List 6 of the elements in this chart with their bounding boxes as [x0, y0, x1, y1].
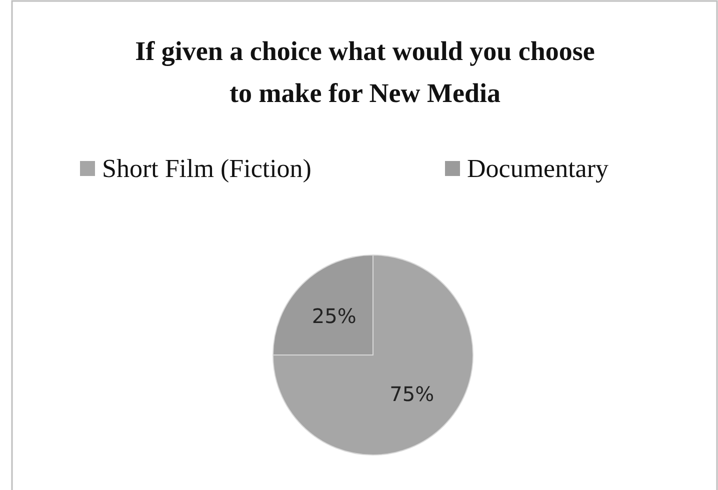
- pie-slice: [272, 254, 474, 456]
- legend-label: Documentary: [467, 154, 609, 183]
- chart-title: If given a choice what would you choose to make for New Media: [135, 36, 595, 108]
- legend-label: Short Film (Fiction): [102, 154, 312, 183]
- data-label: 75%: [390, 382, 434, 406]
- data-label: 25%: [312, 304, 356, 328]
